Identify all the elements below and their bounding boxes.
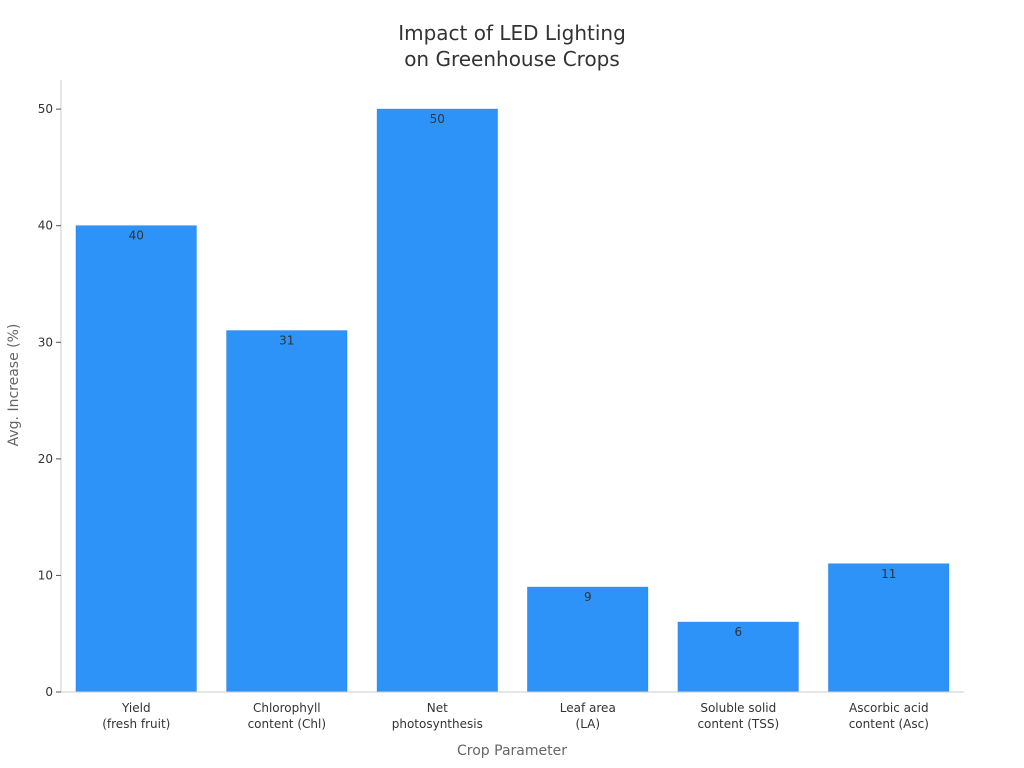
data-label-2: 50 <box>430 112 445 126</box>
x-tick-label-4-1: content (TSS) <box>697 717 779 731</box>
x-tick-label-3-1: (LA) <box>576 717 601 731</box>
y-tick-label-4: 40 <box>38 219 53 233</box>
bar-3 <box>527 586 649 693</box>
bar-5 <box>828 563 950 693</box>
data-label-4: 6 <box>734 625 742 639</box>
x-tick-label-5-0: Ascorbic acid <box>849 701 929 715</box>
x-tick-label-1-0: Chlorophyll <box>253 701 321 715</box>
bars-layer <box>75 108 950 693</box>
x-tick-label-2-1: photosynthesis <box>392 717 483 731</box>
chart-title-line-1: Impact of LED Lighting <box>398 21 626 45</box>
chart-title-line-2: on Greenhouse Crops <box>404 47 620 71</box>
bar-4 <box>677 621 799 693</box>
y-tick-label-5: 50 <box>38 102 53 116</box>
bar-2 <box>376 108 498 693</box>
data-labels-layer: 40 31 50 9 6 11 <box>129 112 897 639</box>
y-tick-label-0: 0 <box>45 685 53 699</box>
data-label-0: 40 <box>129 229 144 243</box>
axes-layer: Yield (fresh fruit) Chlorophyll content (Ch… <box>38 80 964 731</box>
x-tick-label-3-0: Leaf area <box>560 701 616 715</box>
x-tick-label-0-1: (fresh fruit) <box>102 717 170 731</box>
y-tick-label-2: 20 <box>38 452 53 466</box>
x-axis-title: Crop Parameter <box>457 743 567 759</box>
y-tick-label-1: 10 <box>38 568 53 582</box>
x-tick-label-2-0: Net <box>427 701 448 715</box>
bar-1 <box>226 330 348 693</box>
bar-0 <box>75 225 197 693</box>
data-label-3: 9 <box>584 590 592 604</box>
data-label-1: 31 <box>279 334 294 348</box>
data-label-5: 11 <box>881 567 896 581</box>
x-tick-label-4-0: Soluble solid <box>700 701 776 715</box>
x-tick-label-1-1: content (Chl) <box>248 717 326 731</box>
y-tick-label-3: 30 <box>38 335 53 349</box>
x-tick-label-0-0: Yield <box>121 701 151 715</box>
y-axis-title: Avg. Increase (%) <box>6 324 22 447</box>
x-tick-label-5-1: content (Asc) <box>849 717 929 731</box>
